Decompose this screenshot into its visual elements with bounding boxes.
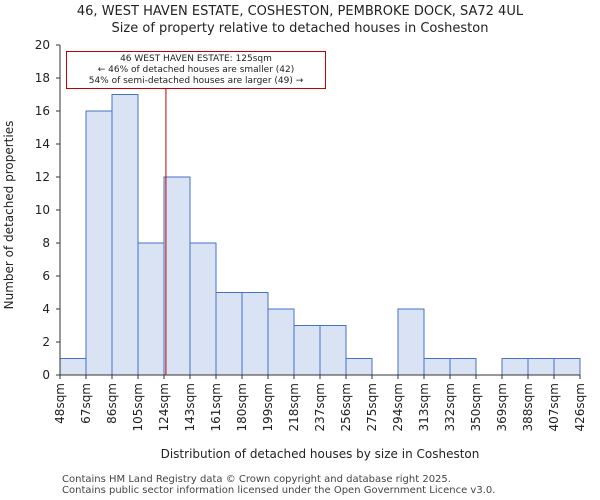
bar-105sqm (137, 242, 165, 376)
chart-subtitle: Size of property relative to detached ho… (111, 21, 489, 36)
y-tick-label: 10 (35, 203, 50, 217)
bar-332sqm (449, 358, 477, 376)
x-tick-label: 180sqm (235, 383, 249, 431)
bar-180sqm (241, 292, 269, 376)
bar-218sqm (293, 325, 321, 376)
y-tick-label: 6 (42, 269, 50, 283)
y-tick-label: 0 (42, 368, 50, 382)
bar-313sqm (423, 358, 451, 376)
x-tick-label: 332sqm (443, 383, 457, 431)
bar-256sqm (345, 358, 373, 376)
y-tick-label: 4 (42, 302, 50, 316)
y-tick-label: 8 (42, 236, 50, 250)
x-axis-label: Distribution of detached houses by size … (161, 447, 480, 461)
bar-407sqm (553, 358, 581, 376)
footer-line-1: Contains HM Land Registry data © Crown c… (62, 474, 451, 485)
x-tick-label: 426sqm (573, 383, 587, 431)
x-tick-label: 161sqm (209, 383, 223, 431)
y-tick-label: 18 (35, 71, 50, 85)
x-tick-label: 67sqm (79, 383, 93, 424)
x-tick-label: 105sqm (131, 383, 145, 431)
annotation-line-2: ← 46% of detached houses are smaller (42… (97, 65, 295, 75)
chart-title: 46, WEST HAVEN ESTATE, COSHESTON, PEMBRO… (76, 4, 524, 19)
y-tick-label: 2 (42, 335, 50, 349)
x-tick-label: 313sqm (417, 383, 431, 431)
annotation-line-1: 46 WEST HAVEN ESTATE: 125sqm (120, 54, 272, 64)
footer-line-2: Contains public sector information licen… (62, 485, 496, 496)
x-tick-label: 218sqm (287, 383, 301, 431)
bar-199sqm (267, 308, 295, 376)
bar-67sqm (85, 110, 113, 376)
bar-143sqm (189, 242, 217, 376)
bar-161sqm (215, 292, 243, 376)
annotation-box: 46 WEST HAVEN ESTATE: 125sqm ← 46% of de… (66, 51, 326, 89)
bar-124sqm (163, 176, 191, 376)
bar-388sqm (527, 358, 555, 376)
x-tick-label: 407sqm (547, 383, 561, 431)
x-tick-label: 275sqm (365, 383, 379, 431)
x-tick-label: 350sqm (469, 383, 483, 431)
y-tick-label: 14 (35, 137, 50, 151)
bar-294sqm (397, 308, 425, 376)
x-tick-label: 143sqm (183, 383, 197, 431)
x-tick-label: 124sqm (157, 383, 171, 431)
bar-86sqm (111, 94, 139, 376)
x-tick-label: 86sqm (105, 383, 119, 424)
x-axis: 48sqm 67sqm 86sqm 105sqm 124sqm 143sqm 161sqm 1… (53, 374, 587, 431)
y-axis: 0 2 4 6 8 10 12 14 16 18 20 (35, 38, 61, 382)
annotation-line-3: 54% of semi-detached houses are larger (… (88, 76, 304, 86)
y-tick-label: 16 (35, 104, 50, 118)
x-tick-label: 237sqm (313, 383, 327, 431)
x-tick-label: 388sqm (521, 383, 535, 431)
y-axis-label: Number of detached properties (2, 121, 16, 310)
y-tick-label: 20 (35, 38, 50, 52)
bar-369sqm (501, 358, 529, 376)
x-tick-label: 199sqm (261, 383, 275, 431)
x-tick-label: 48sqm (53, 383, 67, 424)
y-tick-label: 12 (35, 170, 50, 184)
bars-group (59, 94, 581, 376)
bar-237sqm (319, 325, 347, 376)
bar-48sqm (59, 358, 87, 376)
x-tick-label: 294sqm (391, 383, 405, 431)
x-tick-label: 369sqm (495, 383, 509, 431)
x-tick-label: 256sqm (339, 383, 353, 431)
